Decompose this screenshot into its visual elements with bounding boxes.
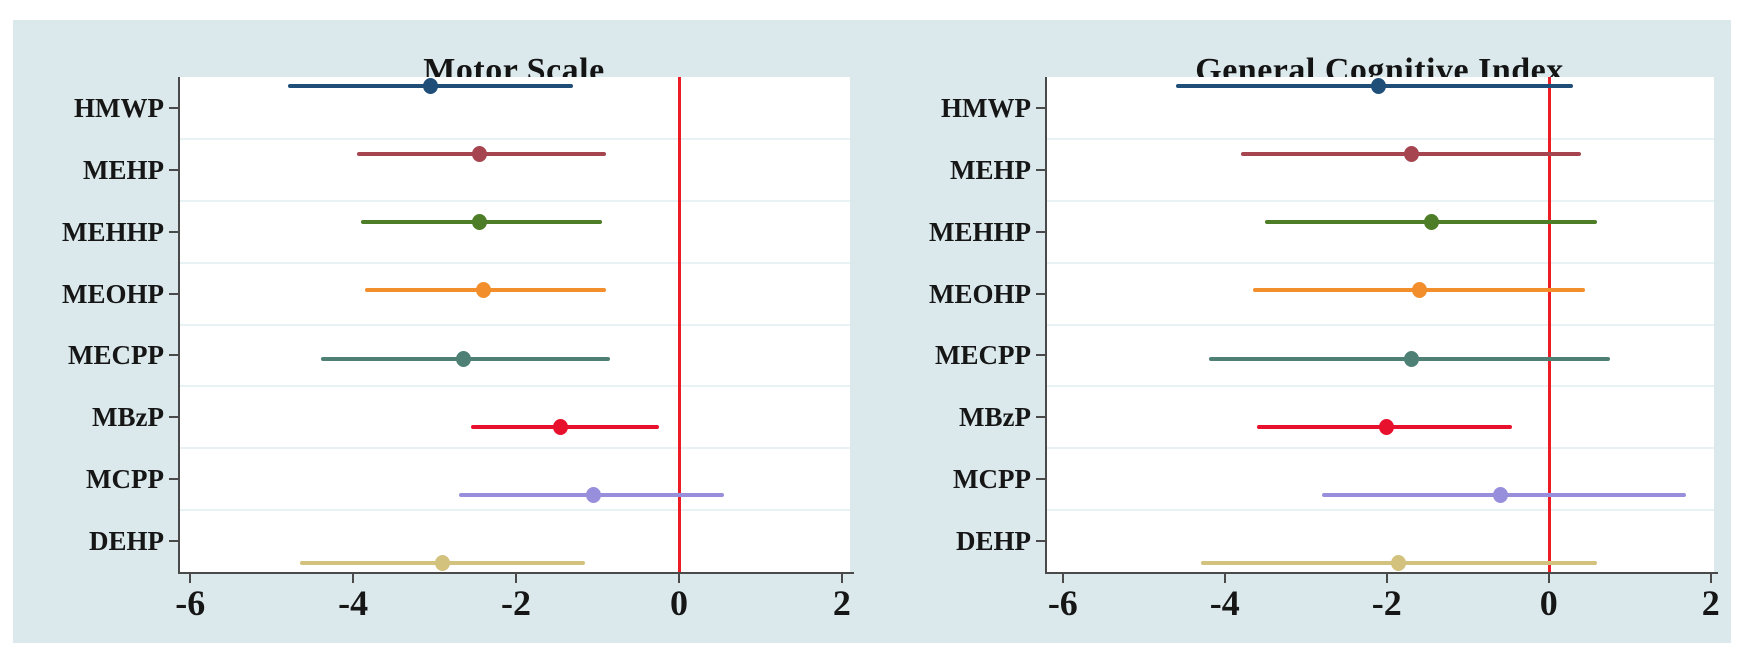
x-axis-tick <box>515 574 518 583</box>
category-label: MBzP <box>92 402 164 433</box>
point-estimate-dot <box>1492 486 1508 503</box>
x-axis-tick <box>1385 574 1388 583</box>
y-axis-tick <box>169 540 178 543</box>
category-label: MBzP <box>959 402 1031 433</box>
x-axis-tick <box>1709 574 1712 583</box>
x-tick-label: -6 <box>175 583 206 623</box>
category-label: MEOHP <box>929 278 1031 309</box>
x-tick-label: 0 <box>669 583 688 623</box>
grid-line <box>178 447 850 450</box>
grid-line <box>178 261 850 264</box>
point-estimate-dot <box>423 78 438 94</box>
x-axis-tick <box>1223 574 1226 583</box>
y-axis-line <box>178 77 180 574</box>
point-estimate-dot <box>1403 146 1419 163</box>
category-label: DEHP <box>88 526 164 557</box>
y-axis-tick <box>1036 416 1045 419</box>
grid-line <box>1045 385 1714 388</box>
category-label: MECPP <box>68 340 164 371</box>
point-estimate-dot <box>1423 214 1439 231</box>
grid-line <box>1045 199 1714 202</box>
category-label: MEHHP <box>929 216 1031 247</box>
x-axis-line <box>1045 572 1718 574</box>
x-tick-label: -4 <box>1209 583 1240 623</box>
grid-line <box>178 199 850 202</box>
y-axis-tick <box>1036 230 1045 233</box>
x-axis-tick <box>677 574 680 583</box>
x-axis-tick <box>840 574 843 583</box>
category-label: HMWP <box>74 92 164 123</box>
grid-line <box>178 385 850 388</box>
grid-line <box>1045 261 1714 264</box>
x-tick-label: -6 <box>1047 583 1078 623</box>
grid-line <box>1045 509 1714 512</box>
x-tick-label: 2 <box>832 583 851 623</box>
category-label: MEHP <box>950 154 1031 185</box>
y-axis-tick <box>1036 168 1045 171</box>
y-axis-tick <box>169 354 178 357</box>
y-axis-tick <box>1036 106 1045 109</box>
point-estimate-dot <box>1411 282 1427 299</box>
category-label: HMWP <box>941 92 1031 123</box>
point-estimate-dot <box>1403 350 1419 367</box>
category-label: MEHP <box>83 154 164 185</box>
x-axis-line <box>178 572 854 574</box>
y-axis-tick <box>169 416 178 419</box>
grid-line <box>178 509 850 512</box>
y-axis-tick <box>169 230 178 233</box>
x-axis-tick <box>189 574 192 583</box>
zero-reference-line <box>677 77 681 572</box>
y-axis-tick <box>1036 354 1045 357</box>
category-label: MCPP <box>953 464 1031 495</box>
y-axis-tick <box>1036 292 1045 295</box>
x-tick-label: -4 <box>338 583 369 623</box>
point-estimate-dot <box>1391 555 1407 571</box>
x-axis-tick <box>1061 574 1064 583</box>
x-tick-label: 0 <box>1539 583 1558 623</box>
figure-background: Motor Scale General Cognitive Index -6 -4… <box>13 20 1731 643</box>
category-label: MECPP <box>935 340 1031 371</box>
x-axis-tick <box>352 574 355 583</box>
category-label: MCPP <box>86 464 164 495</box>
y-axis-line <box>1045 77 1047 574</box>
point-estimate-dot <box>585 486 601 503</box>
point-estimate-dot <box>475 282 491 299</box>
category-label: DEHP <box>955 526 1031 557</box>
point-estimate-dot <box>553 418 569 435</box>
point-estimate-dot <box>471 146 487 163</box>
grid-line <box>1045 447 1714 450</box>
category-label: MEOHP <box>62 278 164 309</box>
category-label: MEHHP <box>62 216 164 247</box>
zero-reference-line <box>1547 77 1551 572</box>
grid-line <box>178 323 850 326</box>
x-tick-label: 2 <box>1701 583 1720 623</box>
y-axis-tick <box>1036 478 1045 481</box>
grid-line <box>1045 137 1714 140</box>
x-tick-label: -2 <box>501 583 532 623</box>
grid-line <box>178 137 850 140</box>
y-axis-tick <box>169 478 178 481</box>
point-estimate-dot <box>1379 418 1395 435</box>
x-axis-tick <box>1547 574 1550 583</box>
y-axis-tick <box>1036 540 1045 543</box>
y-axis-tick <box>169 168 178 171</box>
y-axis-tick <box>169 292 178 295</box>
y-axis-tick <box>169 106 178 109</box>
point-estimate-dot <box>1371 78 1387 94</box>
point-estimate-dot <box>435 555 451 571</box>
point-estimate-dot <box>455 350 471 367</box>
grid-line <box>1045 323 1714 326</box>
x-tick-label: -2 <box>1371 583 1402 623</box>
point-estimate-dot <box>471 214 487 231</box>
